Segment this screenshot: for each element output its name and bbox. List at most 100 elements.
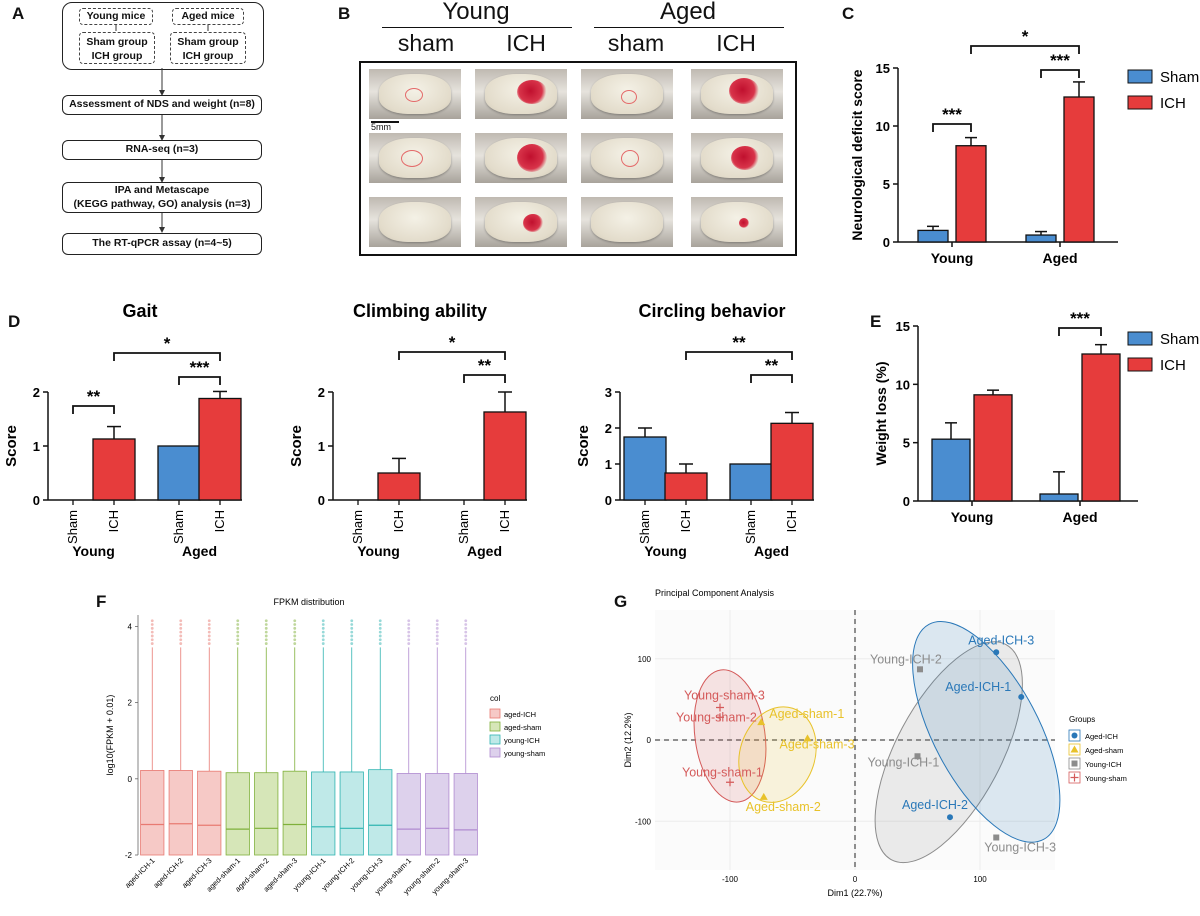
significance-label: * [1022,27,1029,46]
outlier-point [378,634,382,638]
chart-title: FPKM distribution [273,597,344,607]
point-marker [947,814,953,821]
legend-label-sham: Sham [1160,331,1199,348]
significance-label: *** [190,358,210,377]
x-tick-label: Young [951,509,994,525]
outlier-point [435,638,439,642]
y-tick-label: 0 [903,494,910,509]
box [254,772,279,856]
legend-swatch-ich [1127,95,1153,110]
point-label: Young-sham-3 [684,689,765,703]
ellipse-aged-ich [912,620,1061,843]
x-tick-label: Sham [65,510,80,544]
y-tick-label: 0 [33,493,40,508]
legend-label: aged-sham [504,723,542,732]
panel-label-c: C [842,4,855,23]
significance-label: *** [1050,51,1070,70]
x-tick-label: Sham [350,510,365,544]
significance-label: ** [732,333,746,352]
chart-neurological-score: 0 5 10 15 Neurological deficit score Young Age… [849,27,1199,266]
outlier-point [350,638,354,642]
outlier-point [464,634,468,638]
y-tick-label: 0 [128,775,133,784]
point-marker [757,718,766,726]
significance-bracket [685,351,793,360]
point-marker [993,834,1000,841]
panel-label-e: E [870,312,882,331]
bar-sham-young [623,436,667,501]
chart-title: Circling behavior [638,301,785,321]
y-axis-title: Neurological deficit score [849,69,865,240]
flowchart: Young mice Aged mice Sham group ICH grou… [0,0,330,270]
photo-frame: 5mm [359,61,797,256]
slice-young-sham-3 [369,197,461,247]
bar-ich-young [664,472,708,501]
group-label: Young [644,543,687,559]
bar-sham-aged [1025,234,1057,243]
aged-underline [594,27,784,28]
outlier-point [378,626,382,630]
legend-swatch [489,721,501,732]
outlier-point [321,642,325,645]
box [368,769,393,856]
significance-bracket [178,376,221,385]
y-tick-label: 2 [128,699,133,708]
point-marker [1070,773,1079,782]
significance-bracket [750,374,793,383]
legend-title: Groups [1069,715,1095,724]
point-marker [914,753,921,760]
outlier-point [435,642,439,645]
x-tick-label: Young [931,250,974,266]
outlier-point [321,634,325,638]
outlier-point [264,623,268,626]
outlier-point [236,642,240,645]
y-tick-label: 4 [128,622,133,631]
outlier-point [236,630,240,634]
chart-fpkm-distribution: FPKM distribution -2 0 2 4 log10(FPKM + 0.01)… [105,597,545,896]
y-axis-title: log10(FPKM + 0.01) [105,695,115,776]
bar-ich-young [377,472,421,501]
outlier-point [207,642,211,645]
y-tick-label: 0 [883,235,890,250]
bar-ich-aged [1081,353,1121,502]
x-tick-label: 0 [853,875,858,884]
outlier-point [293,634,297,638]
x-tick-label: Sham [456,510,471,544]
col-label-young-ich: ICH [506,30,546,56]
y-axis-title: Weight loss (%) [873,362,889,466]
outlier-point [264,630,268,634]
step-ipa-line2: (KEGG pathway, GO) analysis (n=3) [73,197,251,210]
bar-ich-young [92,438,136,501]
legend-label: Aged-ICH [1085,732,1118,741]
point-marker [716,713,724,722]
legend-swatch-sham [1127,69,1153,84]
significance-label: * [164,334,171,353]
point-marker [1070,745,1079,753]
bar-sham-aged [157,445,201,501]
legend-label: young-ICH [504,736,540,745]
chart-climbing: Climbing ability 0 1 2 Score Sham ICH Sham ICH Yo… [288,301,527,559]
sham-group-label: Sham group [86,36,148,48]
outlier-point [236,623,240,626]
ich-group-label: ICH group [91,50,143,62]
slice-aged-sham-1 [581,69,673,119]
group-label: Aged [754,543,789,559]
outlier-point [378,638,382,642]
point-label: Young-ICH-1 [868,755,940,769]
col-label-aged-sham: sham [607,30,665,56]
bar-ich-aged [483,411,527,501]
y-tick-label: 1 [33,439,40,454]
outlier-point [179,634,183,638]
legend-label: Aged-sham [1085,746,1123,755]
outlier-point [321,630,325,634]
group-label: Aged [182,543,217,559]
point-marker [1071,760,1078,767]
significance-bracket [1040,69,1080,78]
young-underline [382,27,572,28]
outlier-point [435,623,439,626]
brain-slice-panel: Young Aged sham ICH sham ICH 5mm [330,0,810,270]
outlier-point [464,619,468,623]
panel-label-d: D [8,312,21,331]
chart-title: Climbing ability [353,301,487,321]
y-tick-label: 0 [647,736,652,745]
